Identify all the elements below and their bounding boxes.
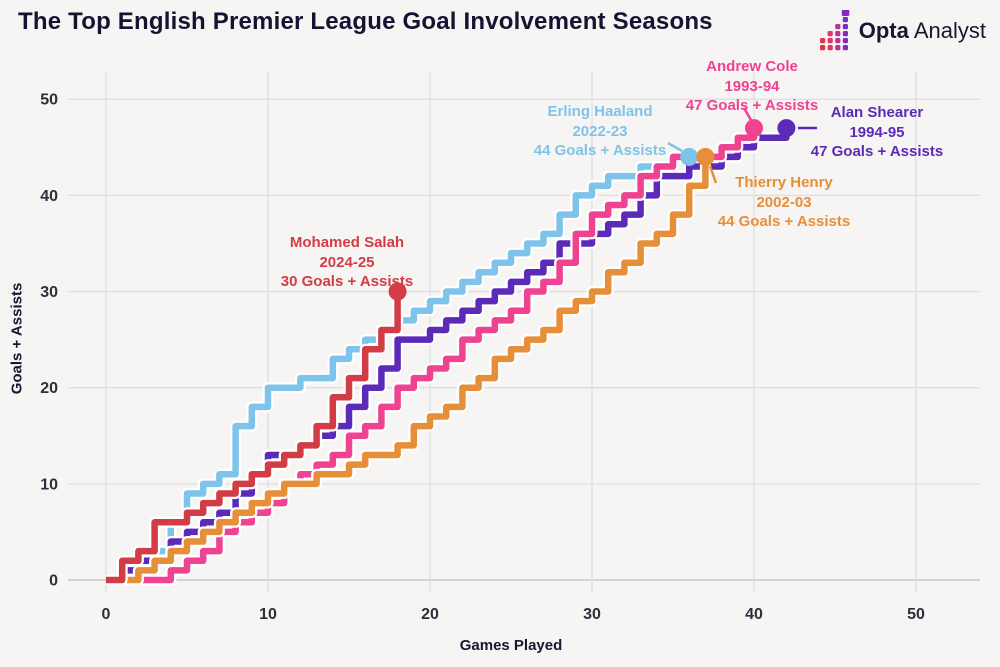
- annotation-leader-line: [667, 141, 683, 153]
- y-axis-title: Goals + Assists: [8, 282, 26, 395]
- y-tick-label: 30: [40, 284, 58, 301]
- logo-bar-cell: [834, 45, 841, 51]
- annotation-mohamed-salah: Mohamed Salah 2024-25 30 Goals + Assists: [237, 233, 457, 292]
- y-tick-label: 20: [40, 380, 58, 397]
- logo-bar-cell: [842, 31, 848, 37]
- annotation-leader-line: [708, 165, 718, 184]
- annotation-stat: 30 Goals + Assists: [280, 273, 414, 290]
- logo-bar-cell: [834, 38, 841, 44]
- logo-bar-cell: [841, 10, 850, 16]
- annotation-thierry-henry: Thierry Henry 2002-03 44 Goals + Assists: [674, 173, 894, 232]
- logo-bar-cell: [842, 17, 848, 23]
- series-endpoint-dot-erling-haaland: [680, 147, 699, 166]
- logo-bar-cell: [834, 24, 841, 30]
- page-title: The Top English Premier League Goal Invo…: [18, 8, 713, 35]
- brand-name-bold: Opta: [858, 18, 909, 43]
- annotation-stat: 47 Goals + Assists: [685, 97, 819, 114]
- logo-bar-cell: [827, 31, 833, 37]
- series-endpoint-dot-andrew-cole: [745, 119, 763, 138]
- x-tick-label: 10: [259, 606, 277, 623]
- annotation-stat: 44 Goals + Assists: [533, 142, 667, 159]
- logo-bar-cell: [842, 24, 848, 30]
- logo-bar-cell: [827, 45, 833, 51]
- series-endpoint-dot-alan-shearer: [777, 119, 796, 138]
- x-tick-label: 20: [421, 606, 439, 623]
- x-tick-label: 30: [583, 606, 601, 623]
- annotation-season: 2002-03: [756, 193, 812, 211]
- annotation-player-name: Alan Shearer: [830, 104, 924, 121]
- brand-name-regular: Analyst: [913, 18, 986, 43]
- brand-name: Opta Analyst: [859, 18, 986, 44]
- logo-bar-cell: [842, 45, 848, 51]
- opta-bars-icon: [819, 10, 850, 51]
- series-endpoint-dot-thierry-henry: [696, 147, 715, 166]
- logo-bar-cell: [819, 38, 825, 44]
- annotation-season: 2022-23: [572, 122, 628, 140]
- annotation-leader-line: [742, 107, 753, 121]
- y-tick-label: 50: [40, 92, 58, 109]
- y-tick-label: 10: [40, 476, 58, 493]
- y-tick-label: 0: [49, 573, 58, 590]
- annotation-stat: 47 Goals + Assists: [810, 143, 944, 160]
- y-tick-label: 40: [40, 188, 58, 205]
- x-axis-title: Games Played: [459, 637, 563, 654]
- annotation-stat: 44 Goals + Assists: [717, 213, 851, 230]
- brand-logo: Opta Analyst: [819, 10, 986, 52]
- logo-bar-cell: [827, 38, 833, 44]
- x-tick-label: 40: [745, 606, 763, 623]
- annotation-andrew-cole: Andrew Cole 1993-94 47 Goals + Assists: [642, 57, 862, 116]
- annotation-player-name: Mohamed Salah: [289, 234, 405, 251]
- annotation-season: 2024-25: [319, 253, 375, 271]
- annotation-alan-shearer: Alan Shearer 1994-95 47 Goals + Assists: [767, 103, 987, 162]
- annotation-erling-haaland: Erling Haaland 2022-23 44 Goals + Assist…: [490, 102, 710, 161]
- annotation-player-name: Andrew Cole: [706, 58, 798, 75]
- annotation-player-name: Erling Haaland: [547, 103, 653, 120]
- annotation-season: 1994-95: [849, 123, 905, 141]
- logo-bar-cell: [834, 31, 841, 37]
- x-tick-label: 0: [102, 606, 111, 623]
- logo-bar-cell: [819, 45, 825, 51]
- logo-bar-cell: [842, 38, 848, 44]
- annotation-season: 1993-94: [724, 77, 780, 95]
- x-tick-label: 50: [907, 606, 925, 623]
- series-endpoint-dot-mohamed-salah: [388, 282, 407, 301]
- annotation-player-name: Thierry Henry: [735, 174, 833, 191]
- series-line-thierry-henry: [106, 156, 709, 584]
- series-line-mohamed-salah: [106, 291, 401, 584]
